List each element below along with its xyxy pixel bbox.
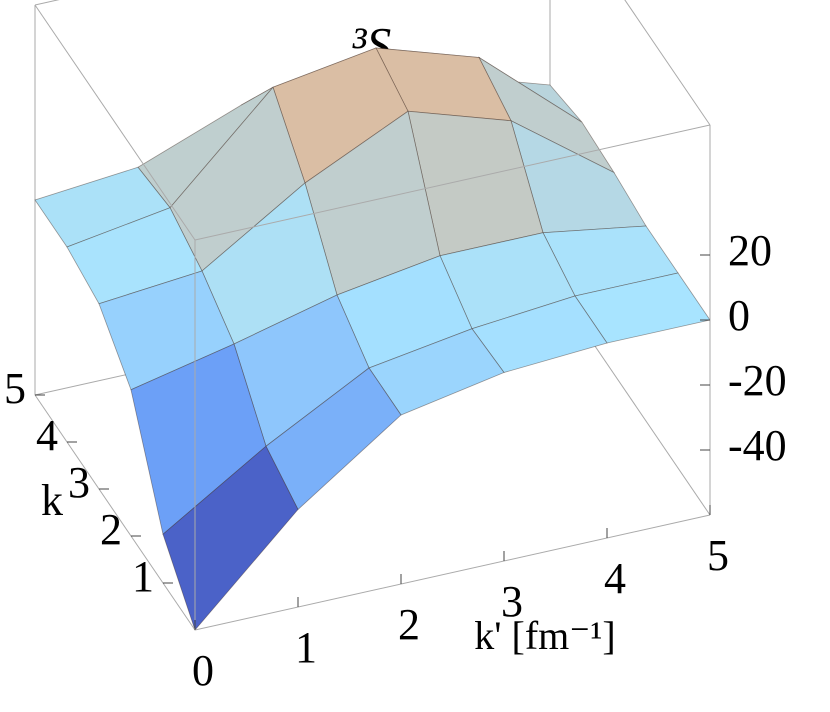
box-edge [194, 124, 711, 241]
box-edge [34, 4, 196, 241]
x-axis-label: k' [fm⁻¹] [474, 613, 615, 658]
surface-patch [574, 272, 711, 344]
y-tick-label: 1 [132, 552, 154, 601]
box-edge [34, 0, 60, 6]
x-tick-label: 2 [398, 600, 420, 649]
box-edge [34, 394, 196, 631]
x-tick-label: 3 [501, 577, 523, 626]
y-axis-label: k [41, 476, 63, 525]
y-tick-label: 4 [36, 411, 58, 460]
box-edge [624, 0, 711, 126]
y-tick-label: 5 [4, 364, 26, 413]
x-tick-label: 4 [604, 554, 626, 603]
surface-patch [34, 166, 171, 248]
y-tick-label: 3 [68, 458, 90, 507]
z-tick-label: 0 [728, 291, 750, 340]
box-edge [194, 514, 711, 631]
z-tick-label: 20 [728, 226, 772, 275]
surface-patch [169, 86, 306, 272]
surface-patch [66, 207, 203, 305]
surface-patch [162, 445, 299, 631]
x-tick-label: 5 [707, 531, 729, 580]
z-tick-label: -40 [728, 421, 787, 470]
x-tick-label: 1 [295, 623, 317, 672]
surface-patch [542, 225, 679, 297]
x-tick-label: 0 [192, 646, 214, 695]
z-tick-label: -20 [728, 356, 787, 405]
y-tick-label: 2 [100, 505, 122, 554]
